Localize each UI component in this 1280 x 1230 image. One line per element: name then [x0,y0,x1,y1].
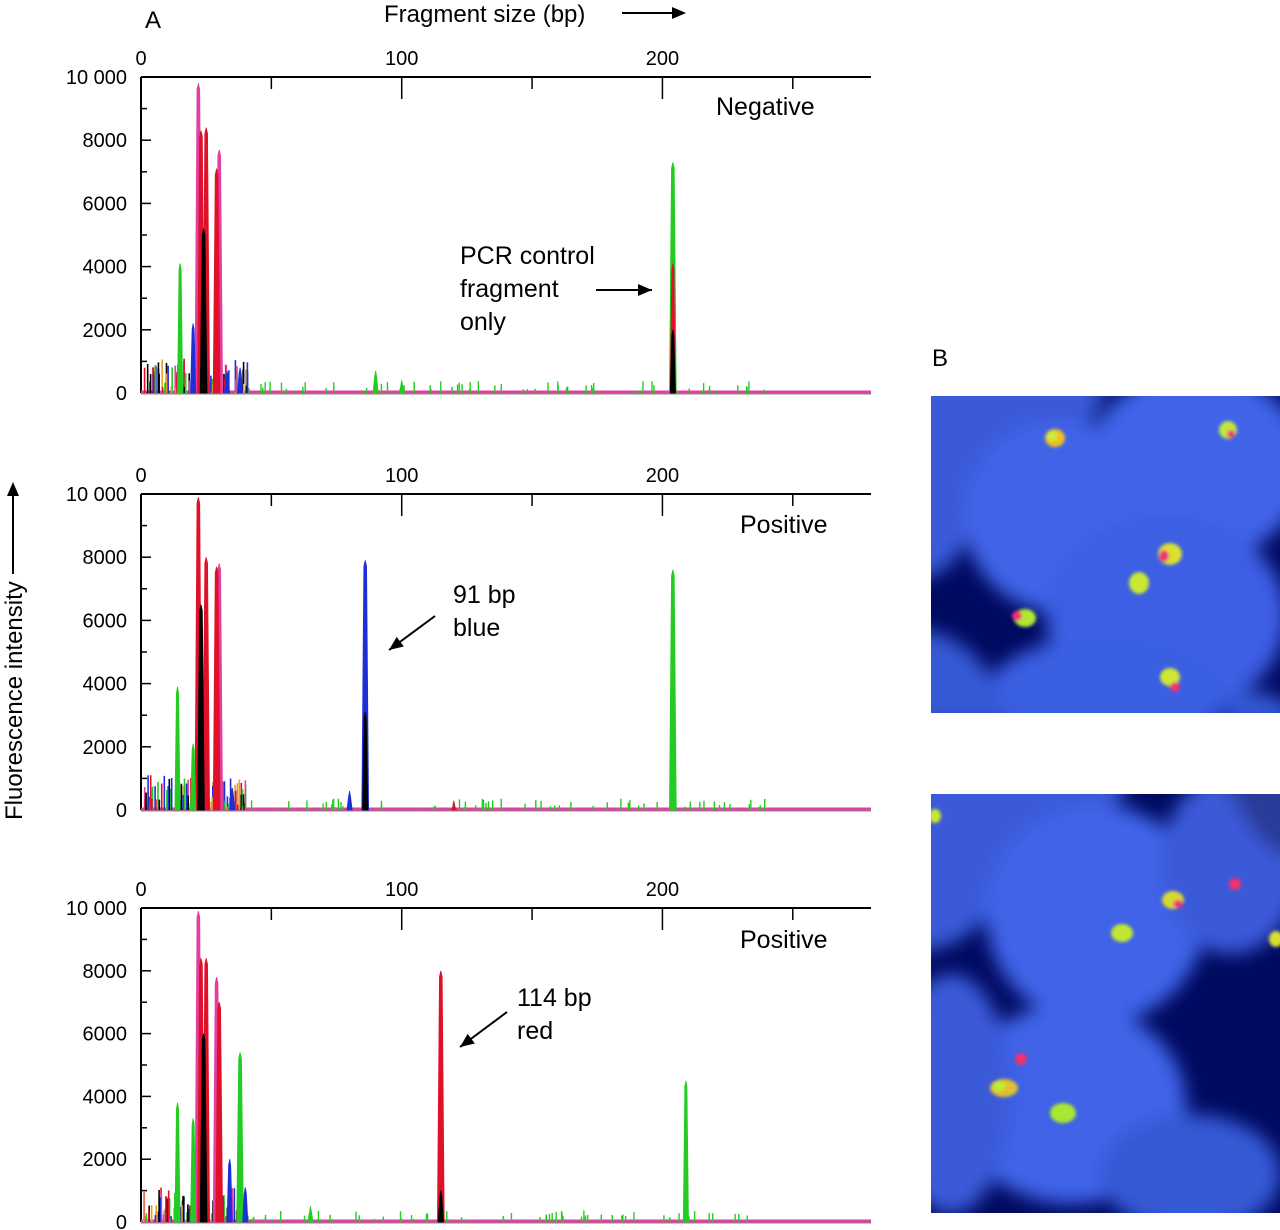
chart-title: Positive [740,511,828,539]
peak-red [202,557,210,811]
top-axis-label: Fragment size (bp) [384,1,585,28]
x-tick-label: 200 [646,879,679,901]
fish-micrograph-bottom [931,794,1280,1213]
y-tick-label: 8000 [83,547,128,569]
peak-green [398,380,405,394]
annotation-text: red [517,1017,553,1045]
annotation-text: fragment [460,275,559,303]
x-tick-label: 100 [385,879,418,901]
peak-green [669,569,677,811]
peak-blue [346,790,353,811]
x-tick-label: 0 [135,879,146,901]
peak-blue [237,367,244,394]
y-axis-label: Fluorescence intensity [1,581,28,820]
peak-black [437,1190,444,1223]
fish-micrograph-top [931,396,1280,713]
x-tick-label: 100 [385,48,418,70]
peak-blue [229,787,236,811]
y-tick-label: 2000 [83,737,128,759]
y-tick-label: 4000 [83,674,128,696]
peak-black [669,329,676,394]
peak-red [212,168,221,394]
y-tick-label: 4000 [83,257,128,279]
y-axis-arrow-head [7,482,19,496]
x-tick-label: 100 [385,465,418,487]
x-tick-label: 200 [646,465,679,487]
peak-green [190,743,197,811]
x-tick-label: 0 [135,465,146,487]
y-tick-label: 0 [116,383,127,405]
peak-blue [223,370,231,394]
peak-green [372,370,379,394]
x-tick-label: 0 [135,48,146,70]
peak-green [236,1052,244,1223]
peak-red [212,566,221,811]
chart-title: Negative [716,93,815,121]
peak-green [174,686,181,811]
peak-green [307,1206,314,1223]
peak-blue [190,323,197,394]
y-tick-label: 10 000 [66,898,127,920]
top-axis-title: Fragment size (bp) [384,1,686,28]
peak-black [197,604,205,811]
y-tick-label: 10 000 [66,67,127,89]
annotation-text: blue [453,614,500,642]
peak-green [177,263,184,394]
annotation-text: only [460,308,506,336]
y-tick-label: 2000 [83,320,128,342]
y-tick-label: 6000 [83,1024,128,1046]
y-tick-label: 10 000 [66,484,127,506]
chart-title: Positive [740,926,828,954]
y-axis-title: Fluorescence intensity [1,482,28,820]
x-tick-label: 200 [646,48,679,70]
y-tick-label: 0 [116,800,127,822]
peak-black [199,1033,208,1223]
peak-green [190,1118,197,1223]
peak-red [450,800,458,811]
panel-b-label: B [932,345,948,372]
peak-black [199,228,208,394]
peak-green [682,1080,689,1223]
panel-a-label: A [145,7,161,34]
annotation-arrow-head [638,284,652,296]
peak-black [362,711,369,811]
annotation-arrow-head [389,636,404,650]
y-tick-label: 0 [116,1212,127,1230]
peak-red [215,1002,224,1223]
annotation-text: 114 bp [517,984,592,1012]
y-tick-label: 4000 [83,1086,128,1108]
top-axis-arrow-head [672,7,686,19]
y-tick-label: 8000 [83,130,128,152]
peak-blue [242,1187,249,1223]
peak-blue [226,1159,233,1223]
peak-green [174,1102,181,1223]
peak-red [437,970,445,1223]
y-tick-label: 2000 [83,1149,128,1171]
y-tick-label: 8000 [83,961,128,983]
y-tick-label: 6000 [83,193,128,215]
y-tick-label: 6000 [83,610,128,632]
annotation-text: 91 bp [453,581,516,609]
annotation-arrow-head [460,1033,475,1047]
annotation-text: PCR control [460,242,595,270]
